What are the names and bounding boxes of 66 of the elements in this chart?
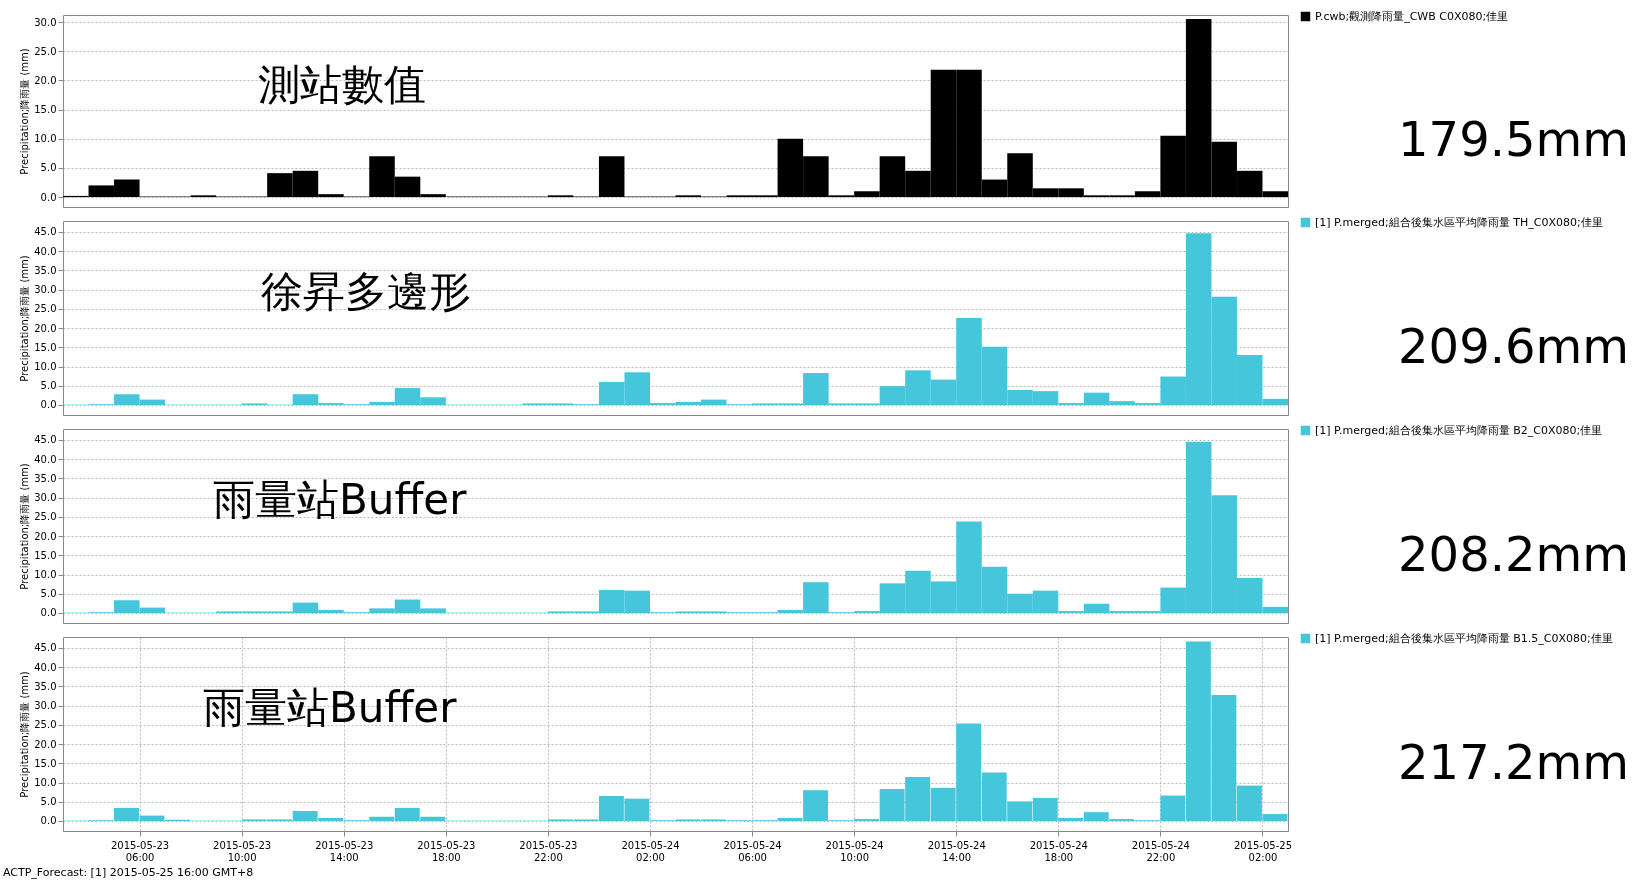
y-axis-title: Precipitation;降雨量 (mm) xyxy=(19,48,31,175)
x-tick-label: 2015-05-24 22:00 xyxy=(1131,839,1190,863)
legend-label: [1] P.merged;組合後集水區平均降雨量 B2_C0X080;佳里 xyxy=(1315,423,1603,437)
y-tick-label: 10.0 xyxy=(34,777,57,788)
x-tick-label: 2015-05-23 06:00 xyxy=(111,839,170,863)
y-tick-label: 25.0 xyxy=(34,303,57,315)
y-tick-label: 20.0 xyxy=(34,738,57,750)
y-tick-label: 10.0 xyxy=(34,133,57,145)
x-tick-label: 2015-05-24 02:00 xyxy=(621,839,680,863)
y-tick-label: 40.0 xyxy=(34,245,57,257)
legend-label: P.cwb;觀測降雨量_CWB C0X080;佳里 xyxy=(1315,9,1509,23)
legend-label: [1] P.merged;組合後集水區平均降雨量 TH_C0X080;佳里 xyxy=(1315,215,1603,229)
text: 209.6mm xyxy=(1398,318,1629,375)
x-tick-label: 2015-05-25 02:00 xyxy=(1233,839,1293,863)
x-tick-label: 2015-05-23 14:00 xyxy=(315,839,374,863)
y-tick-label: 20.0 xyxy=(34,530,57,542)
annotation: 雨量站Buffer xyxy=(213,474,468,524)
x-tick-label: 2015-05-24 06:00 xyxy=(723,839,782,863)
x-tick-label: 2015-05-24 10:00 xyxy=(825,839,884,863)
y-tick-label: 25.0 xyxy=(34,511,57,523)
y-tick-label: 40.0 xyxy=(34,453,57,465)
y-tick-label: 35.0 xyxy=(34,472,57,484)
y-tick-label: 0.0 xyxy=(40,399,57,411)
y-tick-label: 30.0 xyxy=(34,16,57,28)
annotation: 徐昇多邊形 xyxy=(261,266,471,316)
x-tick-label: 2015-05-23 22:00 xyxy=(519,839,578,863)
y-tick-label: 15.0 xyxy=(34,104,57,116)
y-tick-label: 45.0 xyxy=(34,434,57,446)
y-tick-label: 25.0 xyxy=(34,45,57,57)
y-tick-label: 10.0 xyxy=(34,361,57,372)
y-tick-label: 10.0 xyxy=(34,569,57,580)
y-tick-label: 5.0 xyxy=(40,588,57,600)
x-tick-label: 2015-05-24 14:00 xyxy=(927,839,986,863)
y-axis-title: Precipitation;降雨量 (mm) xyxy=(19,463,31,590)
y-tick-label: 0.0 xyxy=(40,191,57,203)
y-tick-label: 15.0 xyxy=(34,757,57,769)
y-tick-label: 40.0 xyxy=(34,661,57,673)
y-tick-label: 35.0 xyxy=(34,264,57,276)
y-tick-label: 35.0 xyxy=(34,680,57,692)
text: 179.5mm xyxy=(1398,110,1629,167)
text: 217.2mm xyxy=(1398,734,1629,791)
text: ACTP_Forecast: [1] 2015-05-25 16:00 GMT+8 xyxy=(3,866,254,879)
y-tick-label: 30.0 xyxy=(34,284,57,296)
y-tick-label: 45.0 xyxy=(34,226,57,238)
y-tick-label: 5.0 xyxy=(40,380,57,392)
y-tick-label: 20.0 xyxy=(34,322,57,334)
text: 208.2mm xyxy=(1398,526,1629,583)
y-tick-label: 5.0 xyxy=(40,162,57,174)
annotation: 雨量站Buffer xyxy=(203,682,458,732)
y-tick-label: 20.0 xyxy=(34,74,57,86)
y-tick-label: 0.0 xyxy=(40,815,57,827)
y-tick-label: 45.0 xyxy=(34,642,57,654)
y-tick-label: 30.0 xyxy=(34,700,57,712)
x-tick-label: 2015-05-24 18:00 xyxy=(1029,839,1088,863)
y-tick-label: 0.0 xyxy=(40,607,57,619)
y-tick-label: 15.0 xyxy=(34,549,57,561)
x-tick-label: 2015-05-23 18:00 xyxy=(417,839,476,863)
y-tick-label: 25.0 xyxy=(34,719,57,731)
legend-label: [1] P.merged;組合後集水區平均降雨量 B1.5_C0X080;佳里 xyxy=(1315,631,1613,645)
annotation: 測站數值 xyxy=(258,60,426,110)
y-tick-label: 15.0 xyxy=(34,341,57,353)
y-axis-title: Precipitation;降雨量 (mm) xyxy=(19,671,31,798)
y-axis-title: Precipitation;降雨量 (mm) xyxy=(19,255,31,382)
y-tick-label: 30.0 xyxy=(34,492,57,504)
y-tick-label: 5.0 xyxy=(40,796,57,808)
x-tick-label: 2015-05-23 10:00 xyxy=(213,839,272,863)
